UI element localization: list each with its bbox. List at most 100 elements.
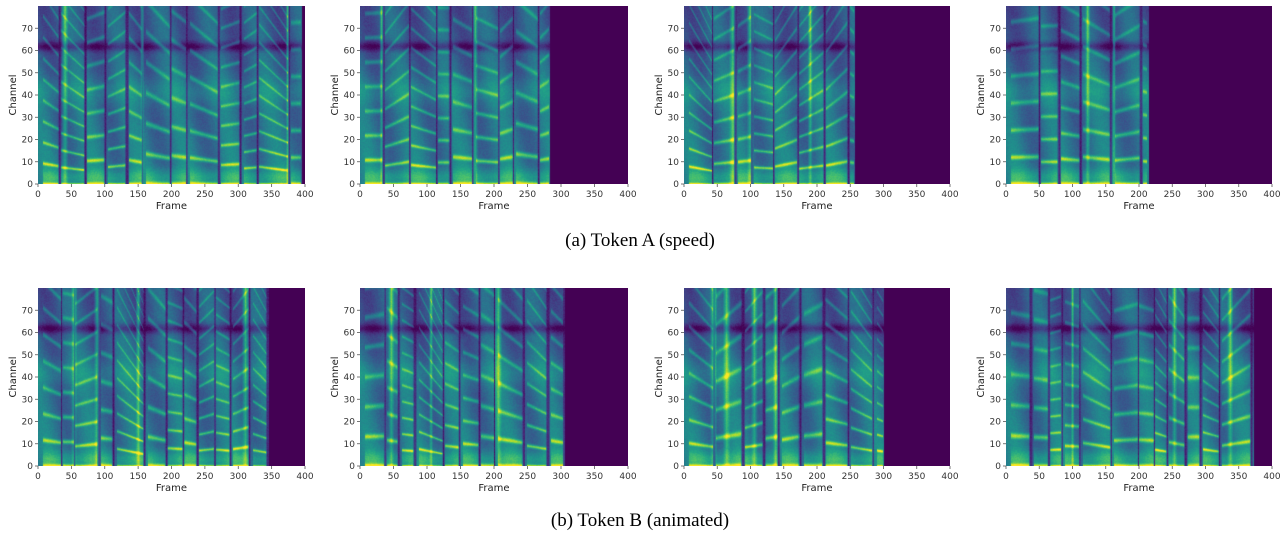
- x-tick-label: 350: [1230, 190, 1247, 200]
- y-axis-label: Channel: [330, 74, 341, 115]
- x-tick-label: 350: [1230, 472, 1247, 482]
- y-tick-label: 10: [668, 440, 680, 450]
- x-tick-label: 100: [96, 472, 113, 482]
- x-tick-label: 200: [485, 472, 502, 482]
- x-tick-label: 350: [908, 472, 925, 482]
- x-tick-label: 100: [1064, 472, 1081, 482]
- x-tick-label: 100: [96, 190, 113, 200]
- y-tick-label: 40: [668, 373, 680, 383]
- y-tick-label: 50: [668, 351, 680, 361]
- x-tick-label: 50: [388, 472, 400, 482]
- spectrogram-panel-r0-c2: 0 50 100 150 200 250 300 350 400 0 10 20 30 40 50 60 70 F…: [654, 6, 959, 212]
- x-tick-label: 400: [941, 190, 958, 200]
- x-axis-label: Frame: [801, 201, 832, 212]
- y-tick-label: 0: [673, 462, 679, 472]
- x-tick-label: 200: [1130, 190, 1147, 200]
- spectrogram-panel-r1-c0: 0 50 100 150 200 250 300 350 400 0 10 20 30 40 50 60 70 F…: [8, 288, 314, 494]
- y-tick-label: 60: [344, 47, 356, 57]
- x-tick-label: 250: [1164, 472, 1181, 482]
- y-tick-label: 10: [22, 158, 34, 168]
- x-tick-label: 400: [619, 472, 636, 482]
- y-axis-label: Channel: [330, 356, 341, 397]
- y-tick-label: 0: [995, 180, 1001, 190]
- x-tick-label: 200: [163, 472, 180, 482]
- y-axis-label: Channel: [8, 74, 19, 115]
- y-tick-label: 30: [668, 395, 680, 405]
- subfigure-caption: (a) Token A (speed): [565, 230, 715, 251]
- x-tick-label: 200: [163, 190, 180, 200]
- x-tick-label: 100: [418, 472, 435, 482]
- y-axis-label: Channel: [8, 356, 19, 397]
- y-tick-label: 0: [349, 462, 355, 472]
- x-tick-label: 400: [296, 190, 313, 200]
- x-tick-label: 350: [263, 472, 280, 482]
- spectrogram-image: [360, 6, 628, 184]
- spectrogram-image: [684, 6, 950, 184]
- x-tick-label: 300: [552, 190, 569, 200]
- x-tick-label: 300: [230, 190, 247, 200]
- x-tick-label: 300: [875, 472, 892, 482]
- y-tick-label: 40: [344, 91, 356, 101]
- y-tick-label: 70: [344, 24, 356, 34]
- y-tick-label: 20: [344, 418, 356, 428]
- x-tick-label: 400: [296, 472, 313, 482]
- y-tick-label: 70: [668, 24, 680, 34]
- x-tick-label: 300: [1197, 190, 1214, 200]
- x-tick-label: 300: [875, 190, 892, 200]
- y-tick-label: 0: [349, 180, 355, 190]
- y-tick-label: 40: [22, 373, 34, 383]
- x-tick-label: 100: [1064, 190, 1081, 200]
- x-tick-label: 150: [130, 472, 147, 482]
- x-tick-label: 50: [1034, 472, 1046, 482]
- spectrogram-image: [1006, 6, 1272, 184]
- x-tick-label: 50: [712, 190, 724, 200]
- x-tick-label: 150: [775, 190, 792, 200]
- y-tick-label: 40: [990, 91, 1002, 101]
- y-tick-label: 0: [995, 462, 1001, 472]
- y-tick-label: 10: [990, 440, 1002, 450]
- y-tick-label: 70: [990, 24, 1002, 34]
- y-tick-label: 70: [22, 24, 34, 34]
- y-tick-label: 50: [22, 351, 34, 361]
- spectrogram-image: [684, 288, 950, 466]
- x-axis-label: Frame: [156, 483, 187, 494]
- x-tick-label: 150: [452, 472, 469, 482]
- y-tick-label: 50: [344, 351, 356, 361]
- y-tick-label: 50: [344, 69, 356, 79]
- x-tick-label: 150: [130, 190, 147, 200]
- y-tick-label: 60: [990, 329, 1002, 339]
- y-tick-label: 20: [990, 418, 1002, 428]
- y-tick-label: 20: [668, 418, 680, 428]
- spectrogram-image: [38, 6, 305, 184]
- y-tick-label: 70: [668, 306, 680, 316]
- y-tick-label: 10: [668, 158, 680, 168]
- y-tick-label: 0: [673, 180, 679, 190]
- x-tick-label: 150: [452, 190, 469, 200]
- x-tick-label: 350: [586, 190, 603, 200]
- y-tick-label: 40: [668, 91, 680, 101]
- x-tick-label: 150: [1097, 472, 1114, 482]
- x-tick-label: 400: [1263, 190, 1280, 200]
- y-tick-label: 20: [344, 136, 356, 146]
- x-tick-label: 350: [263, 190, 280, 200]
- x-tick-label: 50: [388, 190, 400, 200]
- x-tick-label: 400: [1263, 472, 1280, 482]
- x-tick-label: 250: [519, 190, 536, 200]
- y-tick-label: 20: [22, 136, 34, 146]
- x-tick-label: 200: [808, 472, 825, 482]
- y-tick-label: 30: [344, 113, 356, 123]
- y-tick-label: 60: [22, 47, 34, 57]
- y-tick-label: 60: [668, 329, 680, 339]
- x-axis-label: Frame: [156, 201, 187, 212]
- x-tick-label: 250: [1164, 190, 1181, 200]
- spectrogram-panel-r1-c1: 0 50 100 150 200 250 300 350 400 0 10 20 30 40 50 60 70 F…: [330, 288, 637, 494]
- y-tick-label: 30: [344, 395, 356, 405]
- y-tick-label: 20: [668, 136, 680, 146]
- spectrogram-image: [360, 288, 628, 466]
- y-tick-label: 40: [990, 373, 1002, 383]
- x-tick-label: 150: [1097, 190, 1114, 200]
- spectrogram-panel-r0-c1: 0 50 100 150 200 250 300 350 400 0 10 20 30 40 50 60 70 F…: [330, 6, 637, 212]
- x-tick-label: 0: [681, 472, 687, 482]
- x-tick-label: 400: [619, 190, 636, 200]
